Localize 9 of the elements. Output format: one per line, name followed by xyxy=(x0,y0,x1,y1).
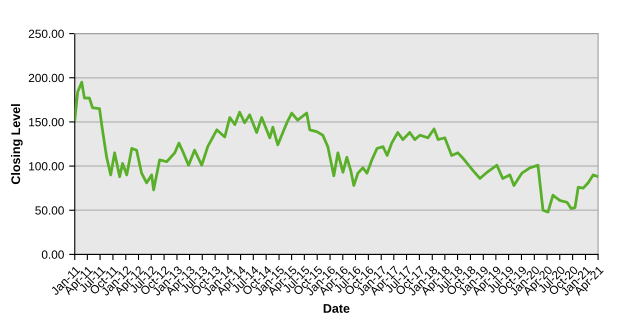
y-tick-label: 0.00 xyxy=(42,250,64,259)
y-tick-label: 250.00 xyxy=(28,30,64,38)
y-tick-label: 50.00 xyxy=(35,206,64,215)
line-series xyxy=(74,80,598,214)
y-tick-label: 100.00 xyxy=(29,162,64,170)
y-axis-title: Closing Level xyxy=(10,104,23,184)
y-tick-label: 150.00 xyxy=(29,118,64,126)
y-tick-label: 200.00 xyxy=(28,74,64,82)
x-axis-title: Date xyxy=(324,304,350,313)
